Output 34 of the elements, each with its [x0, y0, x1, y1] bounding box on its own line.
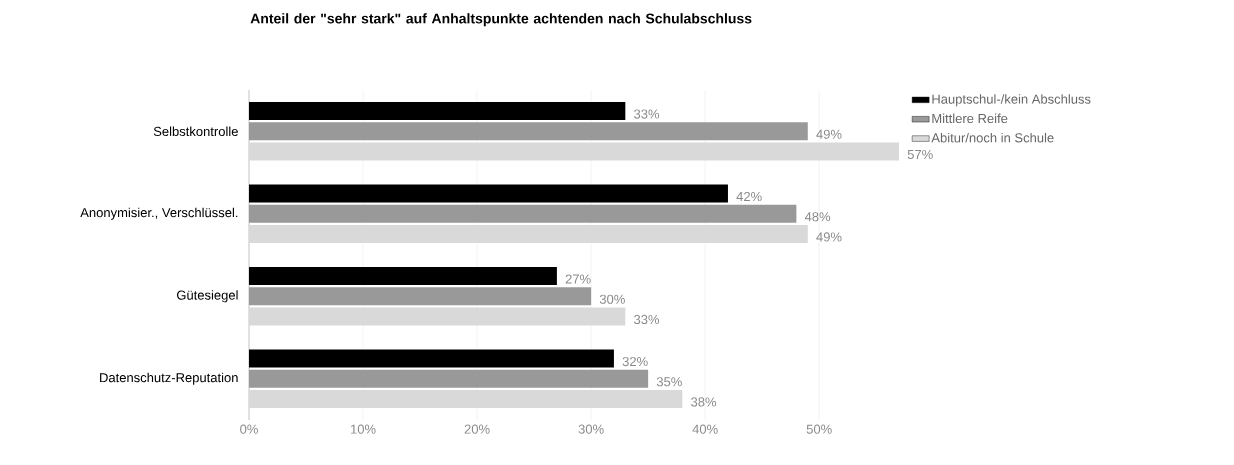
- bar: [249, 204, 797, 223]
- bar: [249, 287, 592, 306]
- y-tick-label: Anonymisier., Verschlüssel.: [80, 207, 238, 220]
- data-label: 35%: [656, 377, 682, 387]
- x-tick-label: 50%: [806, 424, 832, 434]
- bar: [249, 369, 649, 388]
- x-tick-label: 30%: [578, 424, 604, 434]
- data-label: 48%: [804, 212, 831, 222]
- bar: [249, 349, 614, 368]
- legend-label: Abitur/noch in Schule: [931, 132, 1054, 143]
- bar: [249, 101, 626, 121]
- data-label: 38%: [691, 397, 717, 407]
- bar: [249, 122, 808, 141]
- data-label: 33%: [634, 314, 660, 325]
- data-label: 57%: [907, 149, 933, 160]
- data-label: 49%: [816, 129, 842, 139]
- data-label: 27%: [565, 274, 591, 284]
- y-tick-label: Gütesiegel: [176, 290, 238, 303]
- data-label: 49%: [816, 232, 842, 242]
- bar: [249, 266, 557, 286]
- y-tick-label: Selbstkontrolle: [153, 126, 238, 137]
- legend-label: Hauptschul-/kein Abschluss: [932, 94, 1091, 107]
- x-tick-label: 20%: [464, 424, 490, 434]
- legend-label: Mittlere Reife: [932, 113, 1008, 124]
- data-label: 42%: [736, 191, 762, 202]
- data-label: 32%: [622, 356, 648, 367]
- bar: [249, 184, 728, 203]
- chart-title: Anteil der "sehr stark" auf Anhaltspunkte achtenden nach Schulabschluss: [250, 13, 752, 27]
- x-tick-label: 40%: [692, 424, 718, 434]
- data-label: 30%: [599, 294, 625, 304]
- x-tick-label: 10%: [351, 424, 376, 434]
- x-tick-label: 0%: [240, 424, 258, 434]
- data-label: 33%: [634, 109, 660, 119]
- y-tick-label: Datenschutz-Reputation: [100, 372, 238, 385]
